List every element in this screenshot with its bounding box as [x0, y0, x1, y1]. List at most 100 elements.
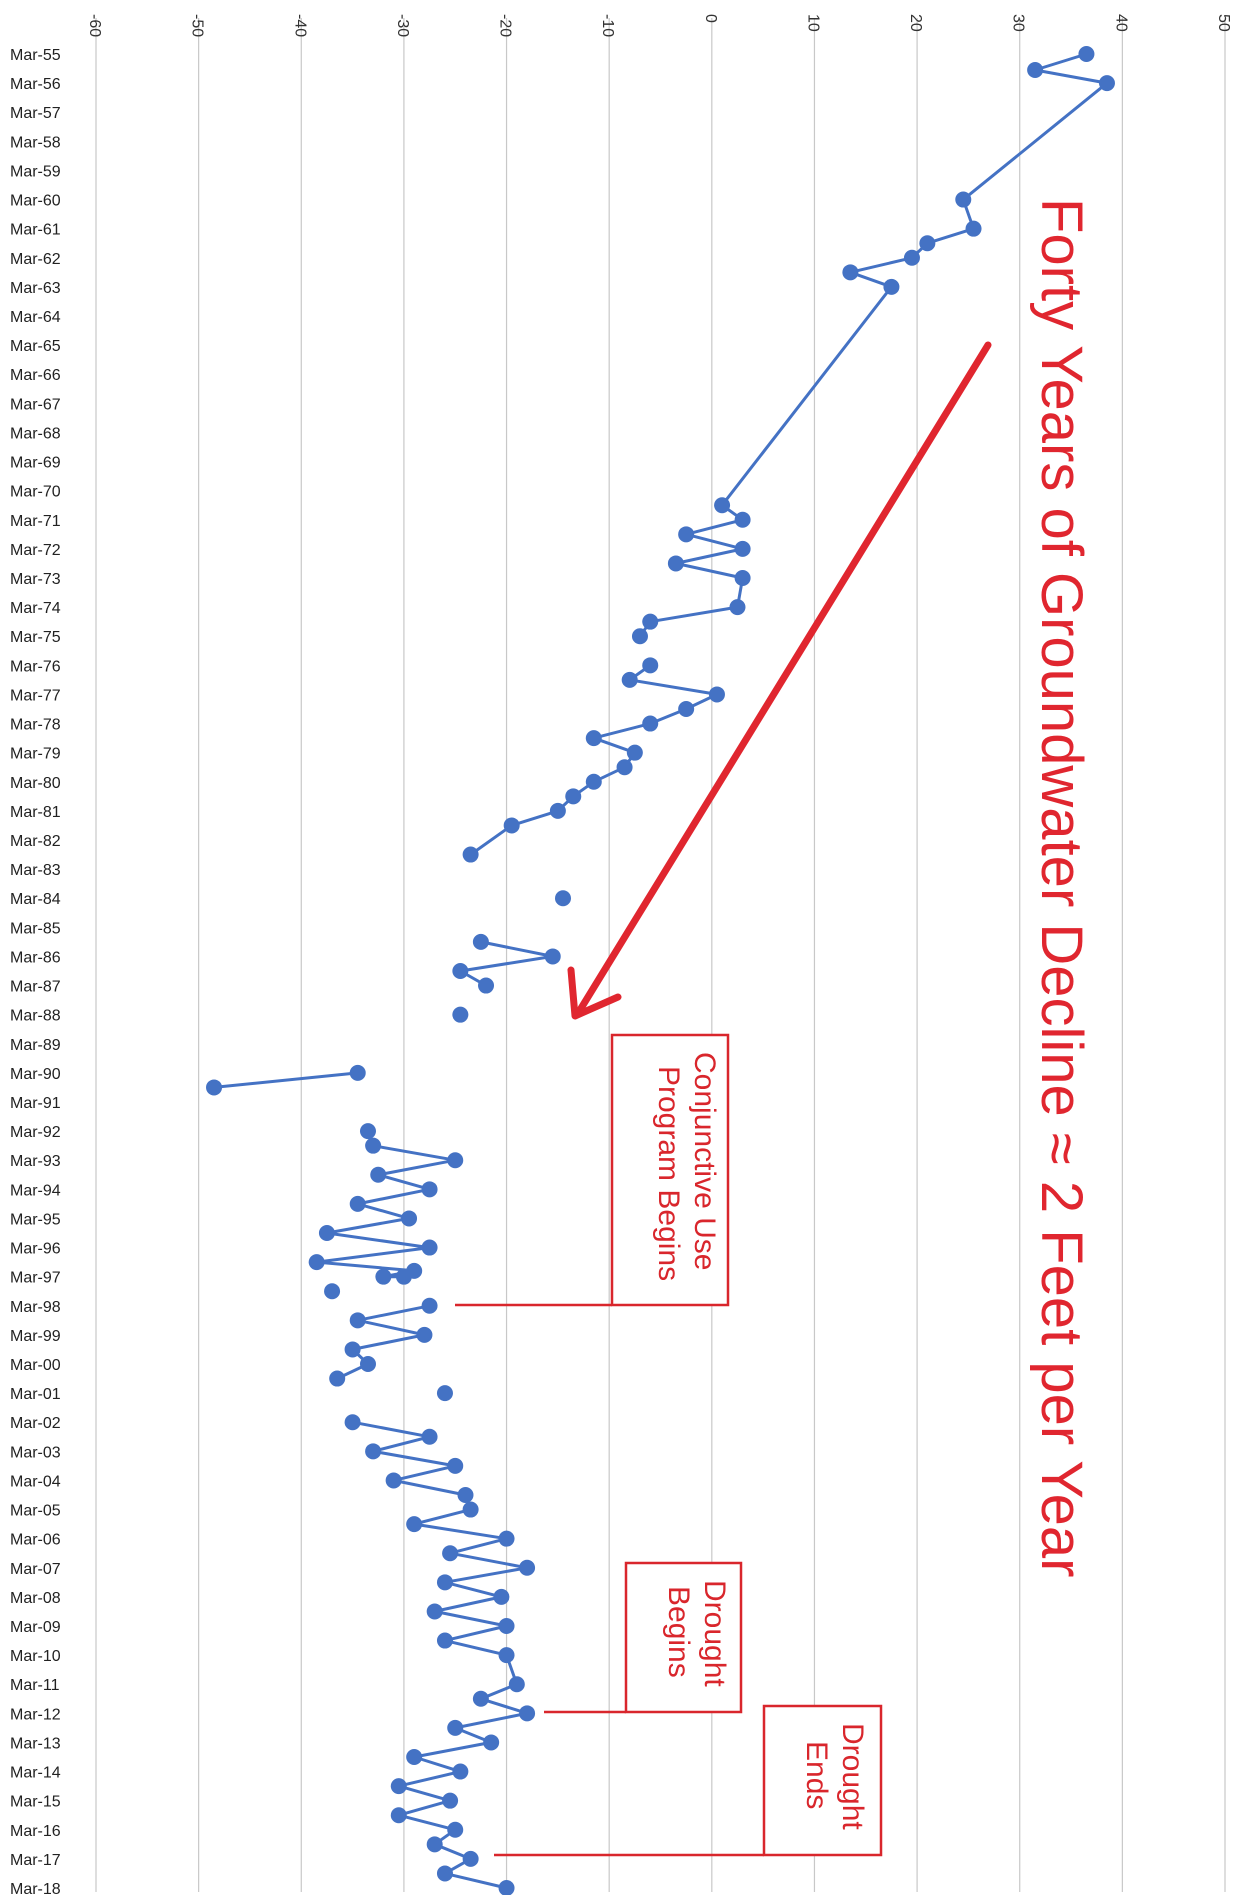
data-point — [498, 1647, 515, 1664]
data-point — [329, 1370, 346, 1387]
data-point — [642, 613, 659, 630]
data-point — [734, 540, 751, 557]
data-point — [385, 1472, 402, 1489]
data-point — [565, 788, 582, 805]
category-label: Mar-57 — [10, 105, 61, 122]
category-label: Mar-18 — [10, 1881, 61, 1895]
data-point — [554, 890, 571, 907]
data-point — [642, 715, 659, 732]
category-label: Mar-61 — [10, 222, 61, 239]
series-points — [206, 46, 1115, 1895]
category-label: Mar-81 — [10, 804, 61, 821]
data-point — [370, 1166, 387, 1183]
data-point — [734, 570, 751, 586]
category-label: Mar-08 — [10, 1590, 61, 1607]
data-point — [621, 671, 638, 688]
category-label: Mar-03 — [10, 1444, 61, 1461]
data-point — [498, 1880, 515, 1895]
category-label: Mar-80 — [10, 775, 61, 792]
category-label: Mar-62 — [10, 251, 61, 268]
data-point — [447, 1719, 464, 1736]
data-point — [401, 1210, 418, 1227]
data-point — [585, 730, 602, 747]
category-label: Mar-70 — [10, 484, 61, 501]
data-point — [344, 1414, 361, 1431]
data-point — [549, 802, 566, 819]
data-point — [421, 1428, 438, 1445]
data-point — [359, 1123, 376, 1140]
data-point — [883, 278, 900, 295]
data-point — [344, 1341, 361, 1358]
category-label: Mar-64 — [10, 309, 61, 326]
data-point — [452, 963, 469, 979]
category-axis-labels: Mar-55 Mar-56 Mar-57 Mar-58 Mar-59 Mar-60 Mar-… — [10, 47, 61, 1895]
category-label: Mar-17 — [10, 1852, 61, 1869]
data-point — [436, 1632, 453, 1649]
data-point — [626, 744, 643, 761]
category-label: Mar-66 — [10, 367, 61, 384]
category-label: Mar-68 — [10, 425, 61, 442]
data-point — [519, 1705, 536, 1722]
data-point — [359, 1356, 376, 1372]
category-label: Mar-88 — [10, 1008, 61, 1025]
category-label: Mar-02 — [10, 1415, 61, 1432]
data-point — [631, 628, 648, 645]
value-tick-label: -60 — [86, 14, 103, 37]
data-point — [452, 1006, 469, 1023]
data-point — [365, 1443, 382, 1460]
category-label: Mar-59 — [10, 163, 61, 180]
value-tick-label: -20 — [497, 14, 514, 37]
category-label: Mar-00 — [10, 1357, 61, 1374]
category-label: Mar-63 — [10, 280, 61, 297]
gridlines — [95, 18, 1226, 1892]
data-point — [452, 1763, 469, 1780]
category-label: Mar-14 — [10, 1765, 61, 1782]
data-point — [447, 1821, 464, 1838]
data-point — [426, 1836, 443, 1853]
category-label: Mar-55 — [10, 47, 61, 64]
category-label: Mar-82 — [10, 833, 61, 850]
category-label: Mar-90 — [10, 1066, 61, 1083]
category-label: Mar-69 — [10, 455, 61, 472]
data-point — [919, 235, 936, 252]
data-point — [447, 1457, 464, 1474]
trend-arrow — [567, 341, 992, 1020]
value-tick-label: 20 — [907, 14, 924, 32]
data-point — [416, 1326, 433, 1343]
data-point — [1078, 46, 1095, 62]
category-label: Mar-65 — [10, 338, 61, 355]
data-point — [498, 1618, 515, 1634]
data-point — [965, 220, 982, 237]
value-tick-label: 10 — [804, 14, 821, 32]
value-tick-label: 50 — [1215, 14, 1232, 32]
series-line-segment — [458, 940, 555, 987]
category-label: Mar-12 — [10, 1706, 61, 1723]
category-label: Mar-85 — [10, 920, 61, 937]
series-line-segment — [352, 1420, 466, 1497]
data-point — [324, 1283, 341, 1300]
category-label: Mar-09 — [10, 1619, 61, 1636]
annotation-drought-ends-line1: Drought — [836, 1723, 869, 1830]
category-label: Mar-74 — [10, 600, 61, 617]
data-point — [503, 817, 520, 834]
data-point — [955, 191, 972, 208]
data-point — [365, 1137, 382, 1154]
data-point — [1027, 62, 1044, 79]
data-point — [508, 1676, 525, 1693]
category-label: Mar-84 — [10, 891, 61, 908]
value-axis-ticks: -60 -50 -40 -30 -20 -10 0 10 20 30 40 50 — [86, 14, 1232, 37]
data-point — [421, 1239, 438, 1256]
category-label: Mar-04 — [10, 1473, 61, 1490]
category-label: Mar-77 — [10, 687, 61, 704]
value-tick-label: 30 — [1010, 14, 1027, 32]
category-label: Mar-15 — [10, 1794, 61, 1811]
category-label: Mar-05 — [10, 1503, 61, 1520]
data-point — [493, 1588, 510, 1605]
data-point — [390, 1778, 407, 1795]
annotation-conjunctive-use: Conjunctive Use Program Begins — [455, 1033, 730, 1307]
category-label: Mar-06 — [10, 1532, 61, 1549]
category-label: Mar-94 — [10, 1182, 61, 1199]
annotation-drought-ends: Drought Ends — [494, 1704, 883, 1857]
data-point — [1098, 75, 1115, 92]
